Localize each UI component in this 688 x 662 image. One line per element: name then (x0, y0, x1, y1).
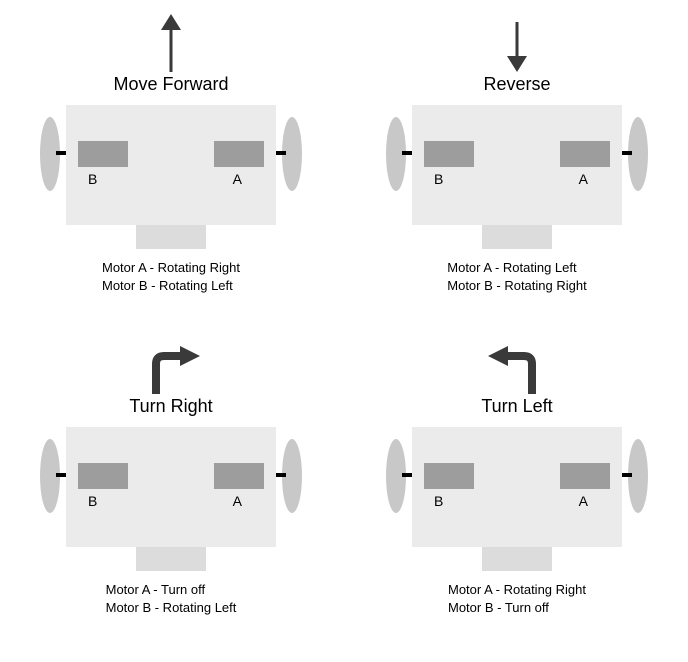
robot-diagram: B A (382, 423, 652, 573)
arrow-down-icon (502, 22, 532, 72)
tail-block (482, 225, 552, 249)
panel-title: Turn Right (129, 396, 212, 417)
robot-diagram: B A (382, 101, 652, 251)
panel-title: Turn Left (481, 396, 552, 417)
caption: Motor A - Rotating Right Motor B - Turn … (448, 581, 586, 616)
caption-line: Motor B - Rotating Left (102, 277, 240, 295)
motor-b-label: B (434, 493, 443, 509)
panel-turn-left: Turn Left B A Motor A - Rotating Right M… (364, 332, 670, 644)
motor-a (560, 141, 610, 167)
arrow-curve-left-icon (482, 344, 552, 394)
arrow-up-icon (156, 14, 186, 72)
panel-title: Reverse (483, 74, 550, 95)
panel-turn-right: Turn Right B A Motor A - Turn off Motor … (18, 332, 324, 644)
motor-b (78, 463, 128, 489)
caption-line: Motor B - Turn off (448, 599, 586, 617)
caption: Motor A - Rotating Right Motor B - Rotat… (102, 259, 240, 294)
motor-b (424, 463, 474, 489)
tail-block (136, 225, 206, 249)
caption-line: Motor B - Rotating Left (106, 599, 237, 617)
caption-line: Motor B - Rotating Right (447, 277, 586, 295)
caption-line: Motor A - Rotating Right (448, 581, 586, 599)
arrow-zone (364, 332, 670, 394)
caption-line: Motor A - Turn off (106, 581, 237, 599)
caption: Motor A - Rotating Left Motor B - Rotati… (447, 259, 586, 294)
motor-b-label: B (434, 171, 443, 187)
motor-a (560, 463, 610, 489)
arrow-curve-right-icon (136, 344, 206, 394)
panel-title: Move Forward (113, 74, 228, 95)
motor-a-label: A (233, 493, 242, 509)
motor-a-label: A (233, 171, 242, 187)
robot-diagram: B A (36, 423, 306, 573)
panel-forward: Move Forward B A Motor A - Rotating Righ… (18, 10, 324, 322)
caption-line: Motor A - Rotating Right (102, 259, 240, 277)
motor-b-label: B (88, 493, 97, 509)
motor-a-label: A (579, 493, 588, 509)
arrow-zone (18, 332, 324, 394)
robot-diagram: B A (36, 101, 306, 251)
arrow-zone (364, 10, 670, 72)
motor-b-label: B (88, 171, 97, 187)
motor-b (78, 141, 128, 167)
panel-reverse: Reverse B A Motor A - Rotating Left Moto… (364, 10, 670, 322)
tail-block (136, 547, 206, 571)
arrow-zone (18, 10, 324, 72)
caption: Motor A - Turn off Motor B - Rotating Le… (106, 581, 237, 616)
motor-a-label: A (579, 171, 588, 187)
motor-a (214, 141, 264, 167)
diagram-grid: Move Forward B A Motor A - Rotating Righ… (0, 0, 688, 662)
motor-b (424, 141, 474, 167)
caption-line: Motor A - Rotating Left (447, 259, 586, 277)
tail-block (482, 547, 552, 571)
motor-a (214, 463, 264, 489)
